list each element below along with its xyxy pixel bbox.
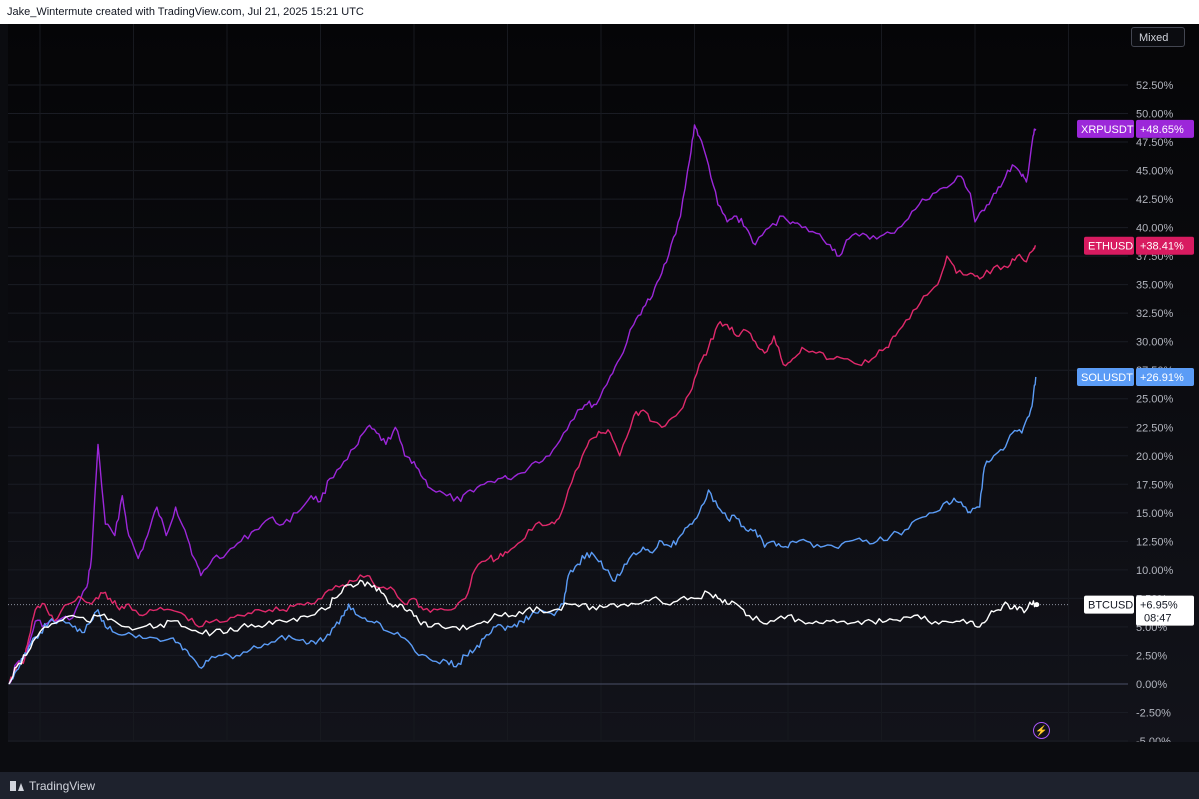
series-name-tag-btcusd: [1084, 595, 1134, 614]
candle-countdown: 08:47: [1144, 613, 1172, 625]
comparison-line-chart[interactable]: 52.50%50.00%47.50%45.00%42.50%40.00%37.5…: [8, 24, 1199, 742]
series-value-tag-solusdt: [1136, 367, 1194, 386]
scale-mode-label: Mixed: [1139, 32, 1169, 44]
series-value-tag-ethusd: [1136, 236, 1194, 255]
y-tick-label: 0.00%: [1136, 679, 1167, 691]
series-name-ethusd: ETHUSD: [1088, 241, 1133, 253]
y-tick-label: 47.50%: [1136, 137, 1174, 149]
series-name-solusdt: SOLUSDT: [1081, 372, 1133, 384]
series-name-tag-ethusd: [1084, 236, 1134, 255]
btc-last-point: [1034, 602, 1040, 608]
y-tick-label: 12.50%: [1136, 536, 1174, 548]
y-tick-label: 22.50%: [1136, 422, 1174, 434]
series-name-xrpusdt: XRPUSDT: [1081, 124, 1134, 136]
y-tick-label: 45.00%: [1136, 166, 1174, 178]
tradingview-logo-icon: [10, 781, 24, 791]
y-tick-label: 50.00%: [1136, 109, 1174, 121]
series-value-tag-btcusd: [1136, 595, 1194, 626]
scale-mode-button[interactable]: Mixed: [1131, 27, 1185, 47]
series-line-ethusd[interactable]: [8, 245, 1036, 685]
series-line-xrpusdt[interactable]: [8, 124, 1037, 685]
chart-area[interactable]: 52.50% 50.00% 47.50% 45.00% 42.50% 40.00% 37.5…: [8, 24, 1199, 742]
y-tick-label: 20.00%: [1136, 451, 1174, 463]
bottom-bar: [0, 772, 1199, 799]
series-last-value-xrpusdt: +48.65%: [1140, 124, 1184, 136]
y-tick-label: 2.50%: [1136, 650, 1167, 662]
tradingview-logo[interactable]: TradingView: [10, 778, 95, 794]
series-last-value-btcusd: +6.95%: [1140, 600, 1178, 612]
y-tick-label: 25.00%: [1136, 394, 1174, 406]
y-tick-label: 32.50%: [1136, 308, 1174, 320]
series-last-value-solusdt: +26.91%: [1140, 372, 1184, 384]
y-tick-label: -5.00%: [1136, 736, 1171, 742]
series-value-tag-xrpusdt: [1136, 119, 1194, 138]
y-tick-label: 35.00%: [1136, 280, 1174, 292]
series-name-btcusd: BTCUSD: [1088, 600, 1133, 612]
series-last-value-ethusd: +38.41%: [1140, 241, 1184, 253]
brand-name: TradingView: [29, 779, 96, 793]
y-tick-label: 42.50%: [1136, 194, 1174, 206]
lightning-icon[interactable]: ⚡: [1033, 722, 1050, 739]
y-tick-label: 30.00%: [1136, 337, 1174, 349]
y-tick-label: 40.00%: [1136, 223, 1174, 235]
attribution-bar: Jake_Wintermute created with TradingView…: [0, 0, 1199, 24]
y-tick-label: 10.00%: [1136, 565, 1174, 577]
y-tick-label: 52.50%: [1136, 80, 1174, 92]
y-tick-label: 17.50%: [1136, 479, 1174, 491]
attribution-text: Jake_Wintermute created with TradingView…: [7, 6, 364, 18]
y-tick-label: 15.00%: [1136, 508, 1174, 520]
y-tick-label: -2.50%: [1136, 707, 1171, 719]
series-name-tag-xrpusdt: [1077, 119, 1134, 138]
series-line-btcusd[interactable]: [8, 579, 1037, 685]
series-name-tag-solusdt: [1077, 367, 1134, 386]
